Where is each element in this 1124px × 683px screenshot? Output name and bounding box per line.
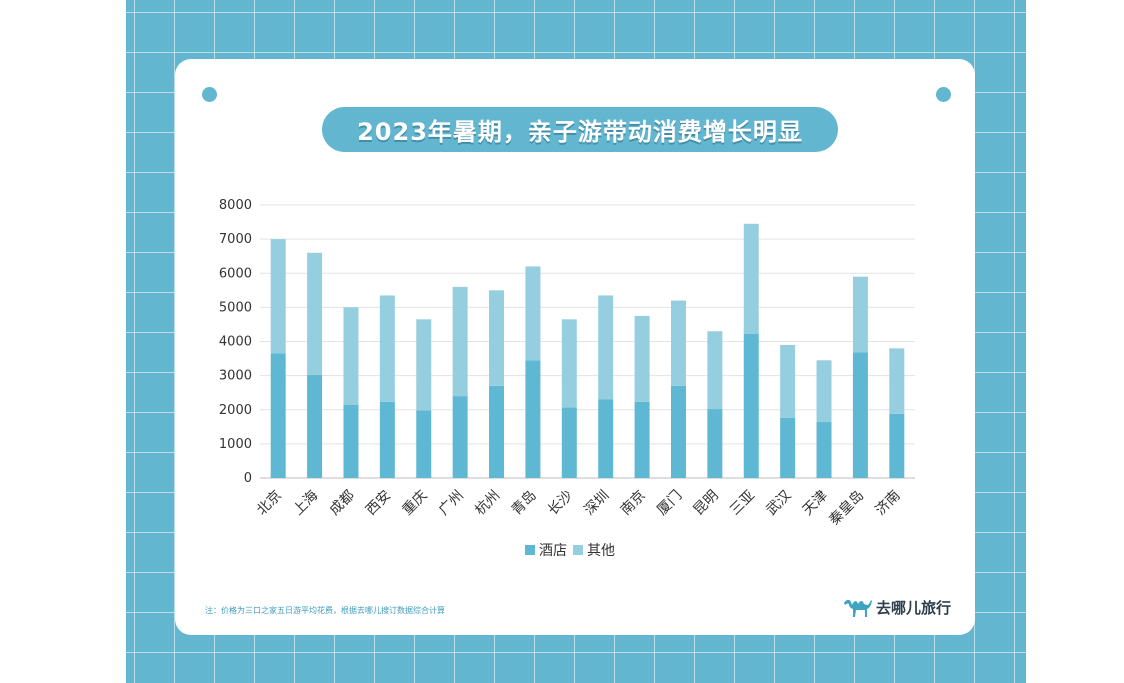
bar-hotel-1 [307,374,323,478]
bar-other-6 [489,290,505,386]
y-tick-label: 1000 [219,437,252,452]
bar-other-5 [452,286,468,397]
chart-card: 2023年暑期，亲子游带动消费增长明显 0 1000 2000 3000 4000 500… [175,59,975,635]
x-tick-label: 重庆 [399,488,430,519]
stacked-bar-chart: 0 1000 2000 3000 4000 5000 6000 7000 8000 北京 上海 成都… [219,198,915,559]
y-tick-label: 2000 [219,403,252,418]
x-tick-label: 南京 [618,488,649,519]
legend-swatch-1 [573,545,583,555]
x-tick-label: 武汉 [763,488,794,519]
bar-other-8 [561,319,577,408]
bar-hotel-14 [780,417,796,478]
bar-other-1 [307,252,323,375]
legend-label: 其他 [587,543,615,559]
bar-other-11 [670,300,686,386]
x-tick-label: 深圳 [581,488,612,519]
x-tick-label: 三亚 [727,488,758,519]
bar-other-3 [379,295,395,402]
y-tick-label: 5000 [219,300,252,315]
x-tick-label: 广州 [436,488,467,519]
bar-hotel-13 [743,333,759,478]
x-tick-label: 秦皇岛 [826,488,867,529]
bar-other-16 [852,276,868,353]
legend-label: 酒店 [539,543,567,559]
camel-icon [844,599,872,617]
bar-hotel-12 [707,409,723,478]
bar-other-7 [525,266,541,361]
bar-other-15 [816,360,832,423]
bar-hotel-16 [852,352,868,478]
bar-hotel-17 [889,413,905,478]
legend-swatch-0 [525,545,535,555]
footnote: 注：价格为三口之家五日游平均花费，根据去哪儿搜订数据综合计算 [205,606,445,615]
bar-other-12 [707,331,723,410]
y-tick-label: 3000 [219,369,252,384]
x-tick-label: 杭州 [472,488,503,519]
bar-other-17 [889,348,905,414]
x-tick-label: 北京 [254,488,285,519]
bar-other-13 [743,223,759,334]
bar-hotel-5 [452,396,468,478]
bar-hotel-15 [816,422,832,478]
bar-hotel-7 [525,360,541,478]
x-tick-label: 济南 [873,488,904,519]
brand-logo: 去哪儿旅行 [843,595,951,619]
bar-other-9 [598,295,614,400]
chart-title: 2023年暑期，亲子游带动消费增长明显 [357,118,803,146]
bar-other-10 [634,315,650,402]
bar-other-0 [270,239,286,354]
bar-other-2 [343,307,359,405]
y-tick-label: 4000 [219,335,252,350]
x-tick-label: 昆明 [691,488,722,519]
bar-hotel-0 [270,353,286,478]
decorative-dot-left [202,87,217,102]
decorative-dot-right [936,87,951,102]
bar-hotel-8 [561,407,577,478]
bar-hotel-4 [416,410,432,478]
brand-name: 去哪儿旅行 [876,598,952,617]
y-tick-label: 7000 [219,232,252,247]
x-tick-label: 上海 [290,488,321,519]
bar-hotel-2 [343,404,359,478]
x-tick-label: 成都 [327,488,358,519]
y-tick-label: 8000 [219,198,252,213]
bar-other-14 [780,344,796,418]
bar-hotel-11 [670,385,686,478]
y-tick-label: 0 [244,471,252,486]
bar-hotel-3 [379,401,395,478]
bar-hotel-9 [598,399,614,478]
x-tick-label: 青岛 [509,488,540,519]
x-tick-label: 天津 [800,488,831,519]
title-banner: 2023年暑期，亲子游带动消费增长明显 [322,107,838,152]
x-tick-label: 厦门 [654,488,685,519]
x-tick-label: 长沙 [545,488,576,519]
y-tick-label: 6000 [219,266,252,281]
bar-hotel-10 [634,401,650,478]
bar-other-4 [416,319,432,411]
x-tick-label: 西安 [363,488,394,519]
bar-hotel-6 [489,385,505,478]
